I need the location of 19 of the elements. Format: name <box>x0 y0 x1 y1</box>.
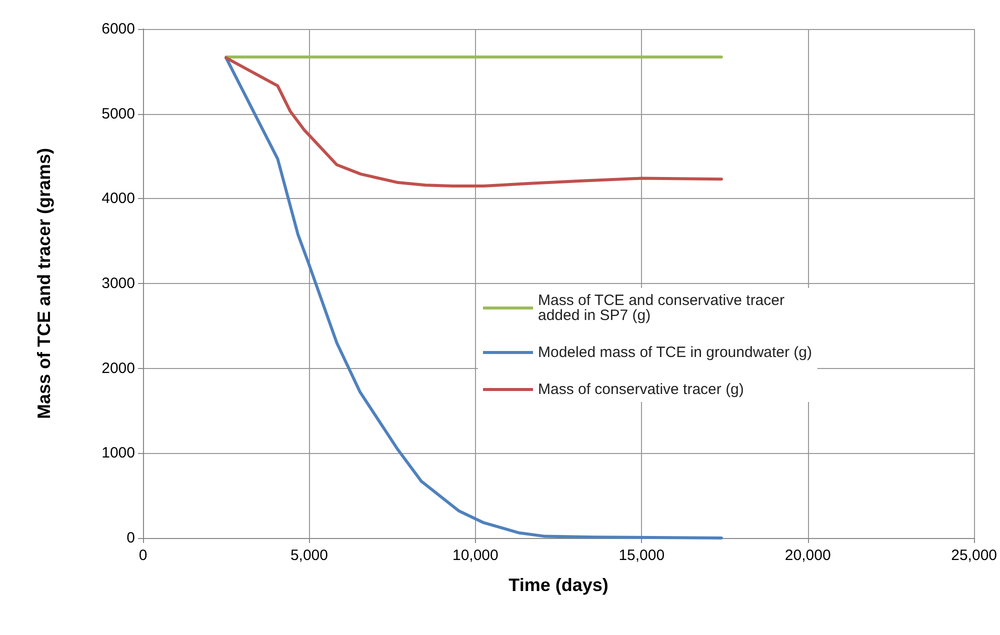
y-tick-label: 5000 <box>102 105 135 122</box>
x-tick-label: 25,000 <box>951 547 998 564</box>
legend-label: Modeled mass of TCE in groundwater (g) <box>538 344 812 361</box>
y-tick-label: 0 <box>126 530 135 546</box>
legend-label: Mass of conservative tracer (g) <box>538 381 744 398</box>
x-tick-label: 10,000 <box>452 547 498 564</box>
x-tick-label: 5,000 <box>290 547 328 564</box>
y-tick-label: 1000 <box>102 444 135 462</box>
x-tick-label: 15,000 <box>618 547 665 564</box>
y-tick-label: 2000 <box>102 360 135 377</box>
line-series <box>224 56 723 188</box>
legend-label: Mass of TCE and conservative tracer added in SP7 (g) <box>538 292 789 324</box>
x-tick-label: 0 <box>138 547 148 564</box>
y-tick-label: 6000 <box>102 20 135 38</box>
y-tick-label: 4000 <box>102 190 135 208</box>
y-axis-title: Mass of TCE and tracer (grams) <box>34 148 54 420</box>
x-tick-label: 20,000 <box>784 547 831 564</box>
y-tick-label: 3000 <box>102 275 135 292</box>
x-axis-title: Time (days) <box>508 575 608 595</box>
